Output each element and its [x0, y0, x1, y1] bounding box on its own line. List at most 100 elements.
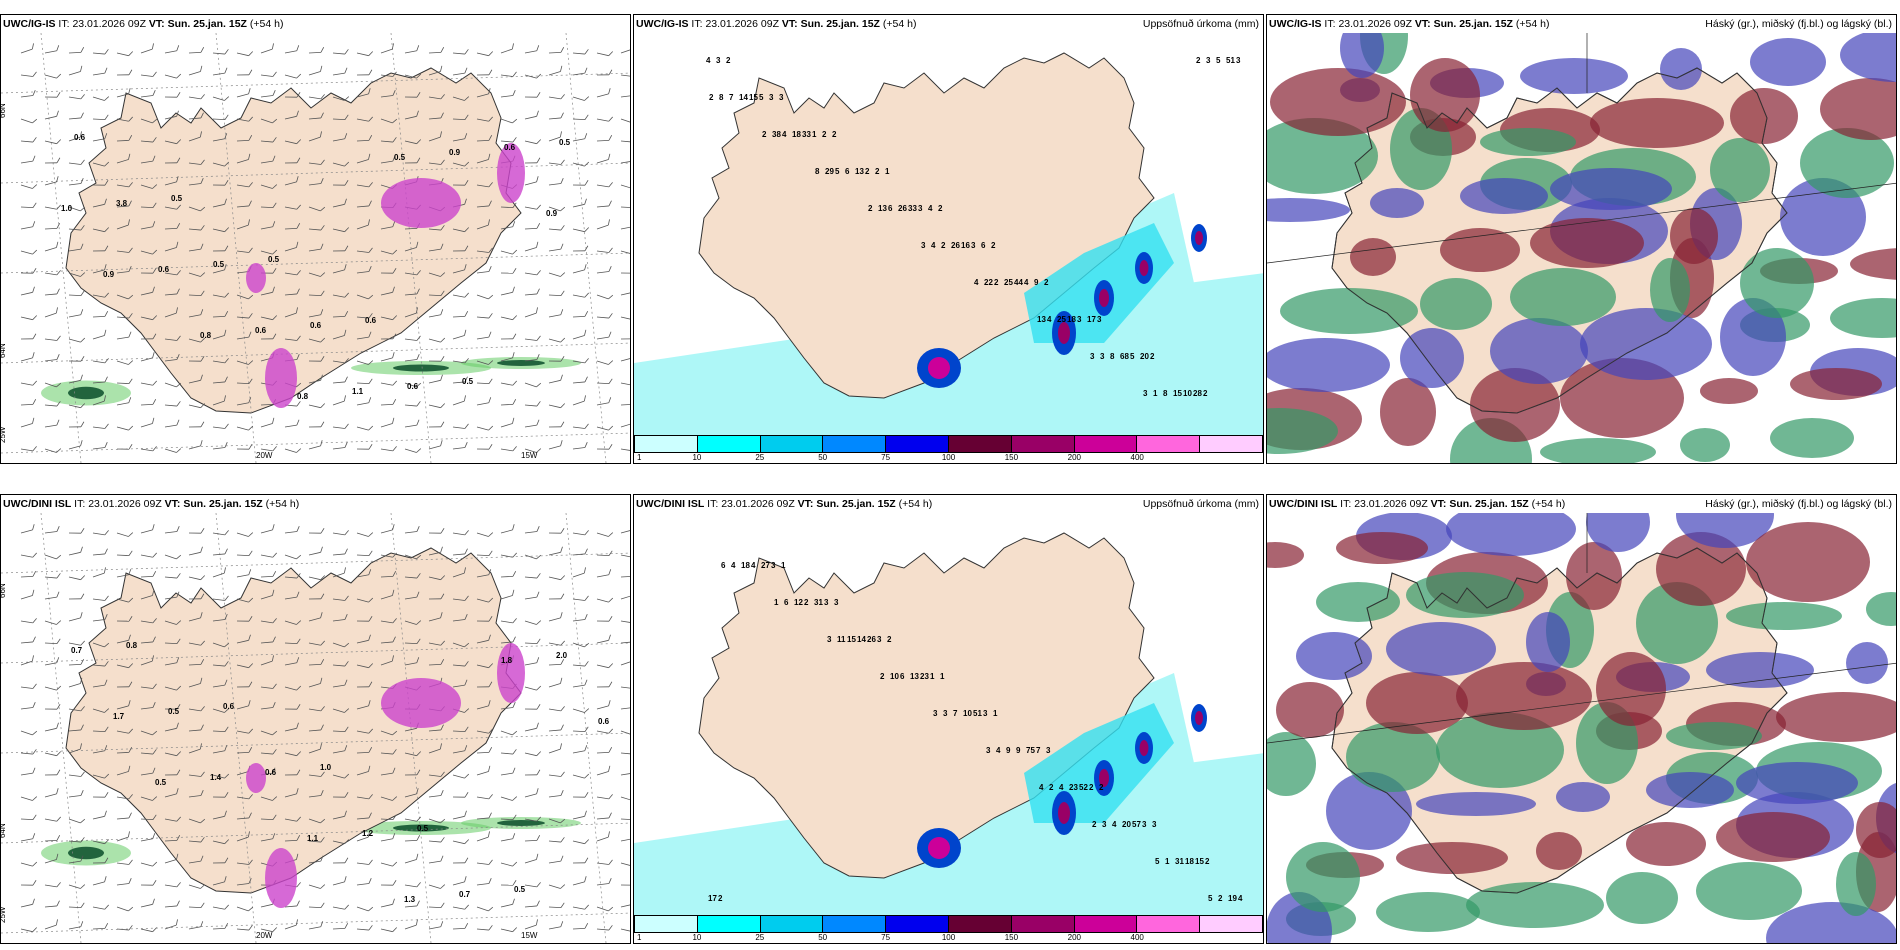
- cloud-map[interactable]: [1267, 33, 1897, 463]
- wind-barb: [68, 440, 83, 450]
- precip-map[interactable]: 2321222322332246917202845123343510315331…: [634, 33, 1264, 437]
- wind-barb: [236, 634, 251, 644]
- wind-barb: [164, 769, 181, 776]
- barb-flag: [344, 376, 348, 383]
- wind-map[interactable]: 20W 15W66N64N25W0.60.50.50.60.50.53.80.50…: [1, 33, 631, 463]
- wind-barb: [452, 745, 468, 754]
- wind-barb: [164, 704, 181, 710]
- barb-shaft: [548, 729, 561, 732]
- barb-shaft: [428, 818, 441, 824]
- wind-barb: [356, 532, 374, 537]
- wind-barb: [452, 773, 470, 779]
- wind-barb: [308, 855, 324, 864]
- barb-shaft: [332, 532, 345, 536]
- cloud-patch: [1656, 532, 1746, 606]
- barb-shaft: [404, 404, 417, 407]
- wind-barb: [332, 548, 348, 556]
- cloud-patch: [1856, 802, 1896, 858]
- precip-value-label: 0.5: [394, 153, 406, 162]
- wind-barb: [404, 591, 420, 600]
- barb-shaft: [308, 708, 321, 712]
- barb-flag: [104, 530, 109, 536]
- barb-flag: [248, 135, 253, 141]
- barb-shaft: [308, 860, 321, 864]
- barb-shaft: [284, 293, 297, 296]
- wind-barb: [68, 337, 86, 343]
- barb-shaft: [236, 316, 249, 319]
- wind-barb: [524, 223, 541, 230]
- wind-barb: [500, 524, 515, 534]
- accumulated-precip-label: 26: [867, 635, 876, 644]
- wind-barb: [548, 706, 565, 712]
- iceland-landmass: [65, 67, 522, 414]
- barb-flag: [320, 575, 326, 580]
- accumulated-precip-label: 19: [1228, 894, 1237, 903]
- barb-shaft: [92, 118, 106, 121]
- wind-barb: [188, 677, 203, 688]
- barb-shaft: [236, 382, 250, 385]
- barb-shaft: [140, 818, 154, 821]
- barb-flag: [56, 526, 60, 532]
- barb-shaft: [236, 598, 249, 603]
- accumulated-precip-label: 8: [719, 93, 724, 102]
- barb-flag: [584, 96, 590, 101]
- wind-barb: [140, 749, 157, 755]
- barb-flag: [512, 268, 517, 274]
- wind-barb: [284, 900, 300, 908]
- wind-barb: [92, 96, 110, 101]
- barb-shaft: [164, 662, 177, 666]
- it-label: IT:: [1340, 498, 1352, 510]
- barb-shaft: [188, 576, 201, 581]
- barb-shaft: [428, 860, 441, 864]
- barb-flag: [128, 616, 133, 622]
- precip-map[interactable]: 1321132322333137231517273126235175525718…: [634, 513, 1264, 917]
- barb-shaft: [308, 71, 321, 76]
- barb-shaft: [20, 48, 33, 54]
- barb-flag: [224, 358, 229, 364]
- precip-core: [497, 820, 545, 826]
- barb-flag: [176, 526, 180, 532]
- wind-barb: [116, 51, 134, 57]
- barb-shaft: [20, 620, 33, 624]
- barb-shaft: [236, 883, 249, 886]
- wind-barb: [236, 360, 254, 365]
- barb-shaft: [68, 708, 81, 712]
- wind-barb: [140, 861, 158, 867]
- barb-flag: [344, 67, 348, 74]
- precip-value-label: 0.6: [255, 326, 267, 335]
- barb-flag: [536, 157, 541, 163]
- wind-barb: [476, 747, 493, 754]
- barb-shaft: [20, 660, 33, 666]
- barb-flag: [464, 726, 469, 732]
- accumulated-precip-label: 4: [974, 278, 979, 287]
- barb-shaft: [68, 228, 81, 231]
- precip-value-label: 0.6: [310, 321, 322, 330]
- barb-flag: [224, 442, 228, 448]
- legend-tick-label: 10: [692, 933, 702, 942]
- barb-flag: [104, 198, 107, 205]
- wind-barb: [308, 337, 326, 343]
- accumulated-precip-label: 26: [898, 204, 907, 213]
- barb-flag: [248, 331, 252, 338]
- wind-barb: [212, 876, 227, 886]
- barb-flag: [392, 352, 395, 359]
- barb-shaft: [596, 705, 609, 710]
- cloud-map[interactable]: [1267, 513, 1897, 943]
- wind-barb: [452, 642, 470, 648]
- legend-swatch: [1200, 436, 1262, 452]
- wind-map[interactable]: 20W 15W66N64N25W0.80.61.00.50.50.70.50.61…: [1, 513, 631, 943]
- wind-barb: [596, 116, 613, 122]
- barb-shaft: [68, 272, 81, 277]
- wind-barb: [308, 356, 325, 362]
- wind-barb: [404, 900, 420, 908]
- wind-barb: [212, 567, 226, 578]
- barb-flag: [488, 597, 494, 603]
- barb-shaft: [380, 772, 393, 776]
- barb-shaft: [116, 250, 129, 253]
- wind-barb: [116, 69, 133, 76]
- accumulated-precip-label: 2: [1092, 820, 1097, 829]
- barb-shaft: [212, 619, 225, 622]
- barb-shaft: [116, 883, 129, 886]
- wind-barb: [68, 575, 86, 581]
- wind-barb: [476, 878, 492, 886]
